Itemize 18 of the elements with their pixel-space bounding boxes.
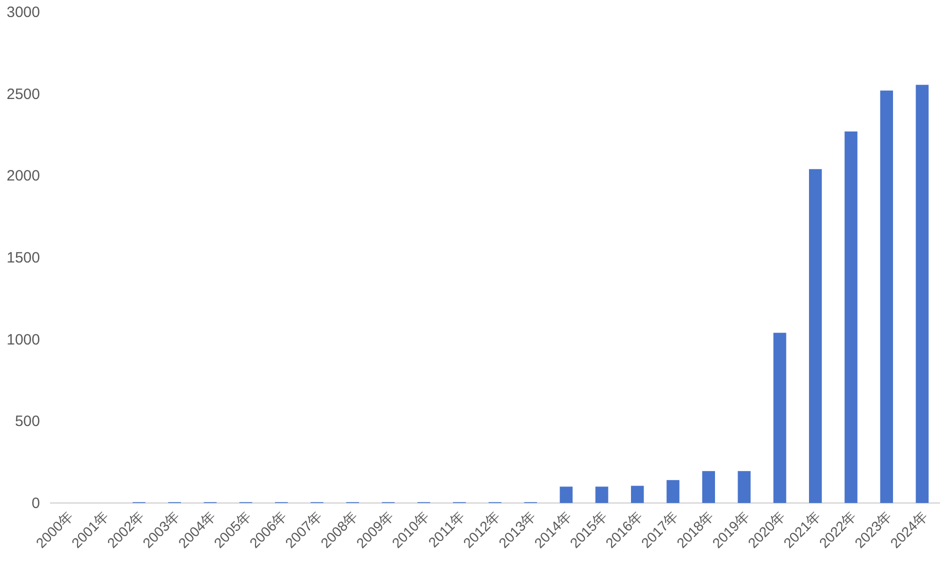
y-tick-label: 500 [14, 413, 40, 430]
bar [666, 480, 680, 503]
y-tick-label: 3000 [6, 4, 40, 21]
y-tick-label: 2000 [6, 168, 40, 185]
bar [808, 169, 822, 503]
y-tick-label: 1000 [6, 331, 40, 348]
bar [738, 471, 751, 503]
bar [880, 90, 894, 503]
bar [702, 471, 716, 503]
y-tick-label: 1500 [6, 250, 40, 266]
bar [630, 486, 644, 503]
bar [773, 332, 786, 503]
bar [560, 486, 573, 503]
bar [844, 131, 858, 503]
bar [916, 84, 929, 503]
y-tick-label: 0 [32, 495, 40, 512]
bar [595, 486, 608, 503]
y-tick-label: 2500 [6, 86, 40, 103]
